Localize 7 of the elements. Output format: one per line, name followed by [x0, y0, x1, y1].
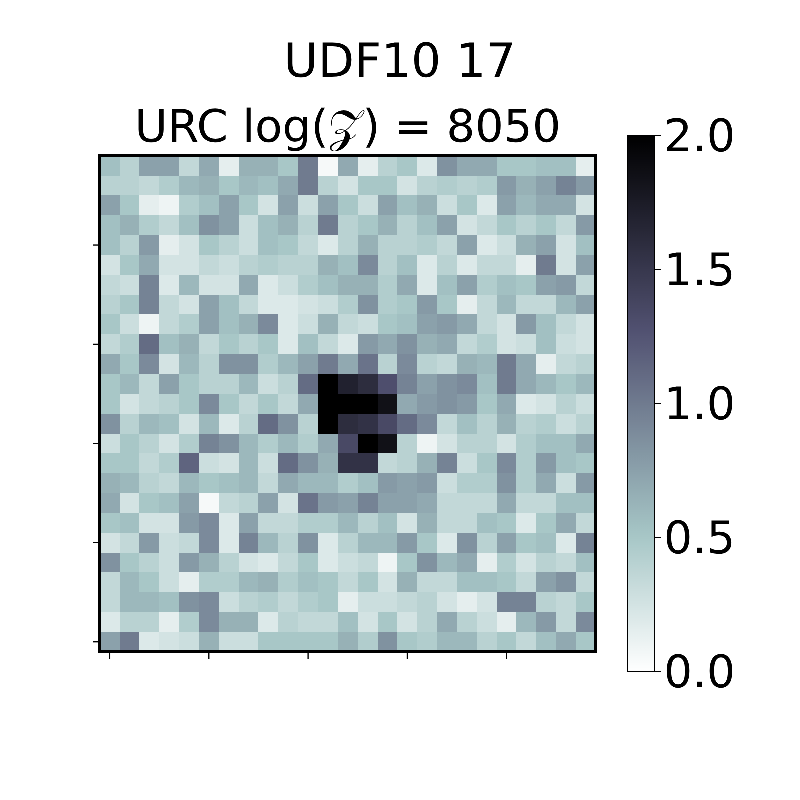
color-bar-label: 2.0	[664, 110, 736, 162]
color-bar-label: 1.0	[664, 378, 736, 430]
color-bar-label: 0.0	[664, 646, 736, 698]
chart-title: UDF10 17	[284, 34, 516, 89]
color-bar-label: 0.5	[664, 512, 736, 564]
chart-subtitle: URC log(𝒵) = 8050	[134, 100, 562, 153]
color-bar-label: 1.5	[664, 244, 736, 296]
